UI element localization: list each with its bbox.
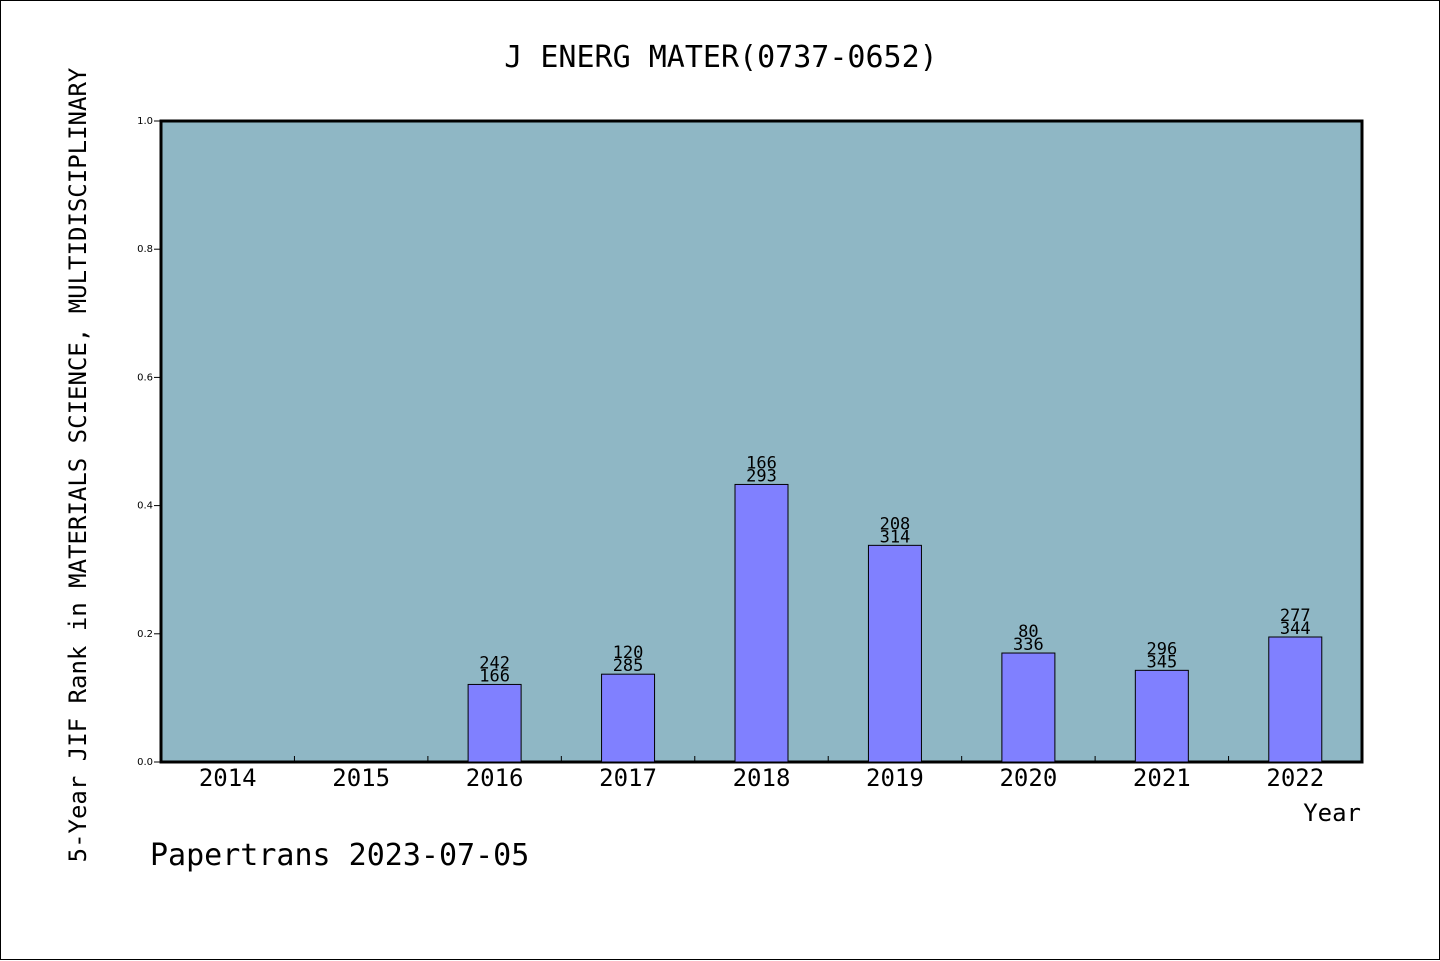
bar [867,544,922,763]
bar [601,673,656,763]
bar-label-total: 345 [1146,652,1177,672]
bar-label-total: 293 [746,466,777,486]
y-tick-label: 0.6 [137,372,153,383]
bar-label-rank: 208 [880,514,911,534]
bar [1268,636,1323,763]
x-tick-label: 2018 [733,764,791,792]
bar-label-total: 344 [1280,619,1311,639]
footer-text: Papertrans 2023-07-05 [150,838,529,873]
bar-label-rank: 296 [1146,639,1177,659]
bar-label-total: 314 [880,527,911,547]
bar-label-total: 166 [479,666,510,686]
y-tick-label: 0.4 [137,501,153,512]
y-axis-label: 5-Year JIF Rank in MATERIALS SCIENCE, MU… [64,67,92,862]
chart-title: J ENERG MATER(0737-0652) [504,40,937,75]
y-ticks: 0.0 0.2 0.4 0.6 0.8 1.0 [137,116,161,768]
bar-label-total: 285 [613,656,644,676]
y-tick-label: 0.8 [137,244,153,255]
x-tick-label: 2022 [1266,764,1324,792]
bar [467,683,522,763]
x-tick-label: 2019 [866,764,924,792]
x-tick-labels: 2014 2015 2016 2017 2018 2019 2020 2021 2022 [199,764,1324,792]
bar-label-rank: 242 [479,653,510,673]
bar-label-rank: 166 [746,453,777,473]
bars [467,483,1323,763]
y-tick-label: 0.0 [137,757,153,768]
x-tick-label: 2017 [599,764,657,792]
x-tick-label: 2016 [466,764,524,792]
x-axis-label: Year [1303,799,1361,827]
bar [734,483,789,763]
x-tick-label: 2021 [1133,764,1191,792]
x-tick-label: 2015 [332,764,390,792]
x-ticks [293,756,1230,762]
bar [1001,652,1056,763]
bar-label-rank: 120 [613,643,644,663]
y-tick-label: 0.2 [137,629,153,640]
y-tick-label: 1.0 [137,116,153,127]
bar-label-total: 336 [1013,635,1044,655]
bar [1134,669,1189,763]
x-tick-label: 2020 [999,764,1057,792]
bar-label-rank: 80 [1018,622,1038,642]
x-tick-label: 2014 [199,764,257,792]
bar-label-rank: 277 [1280,606,1311,626]
